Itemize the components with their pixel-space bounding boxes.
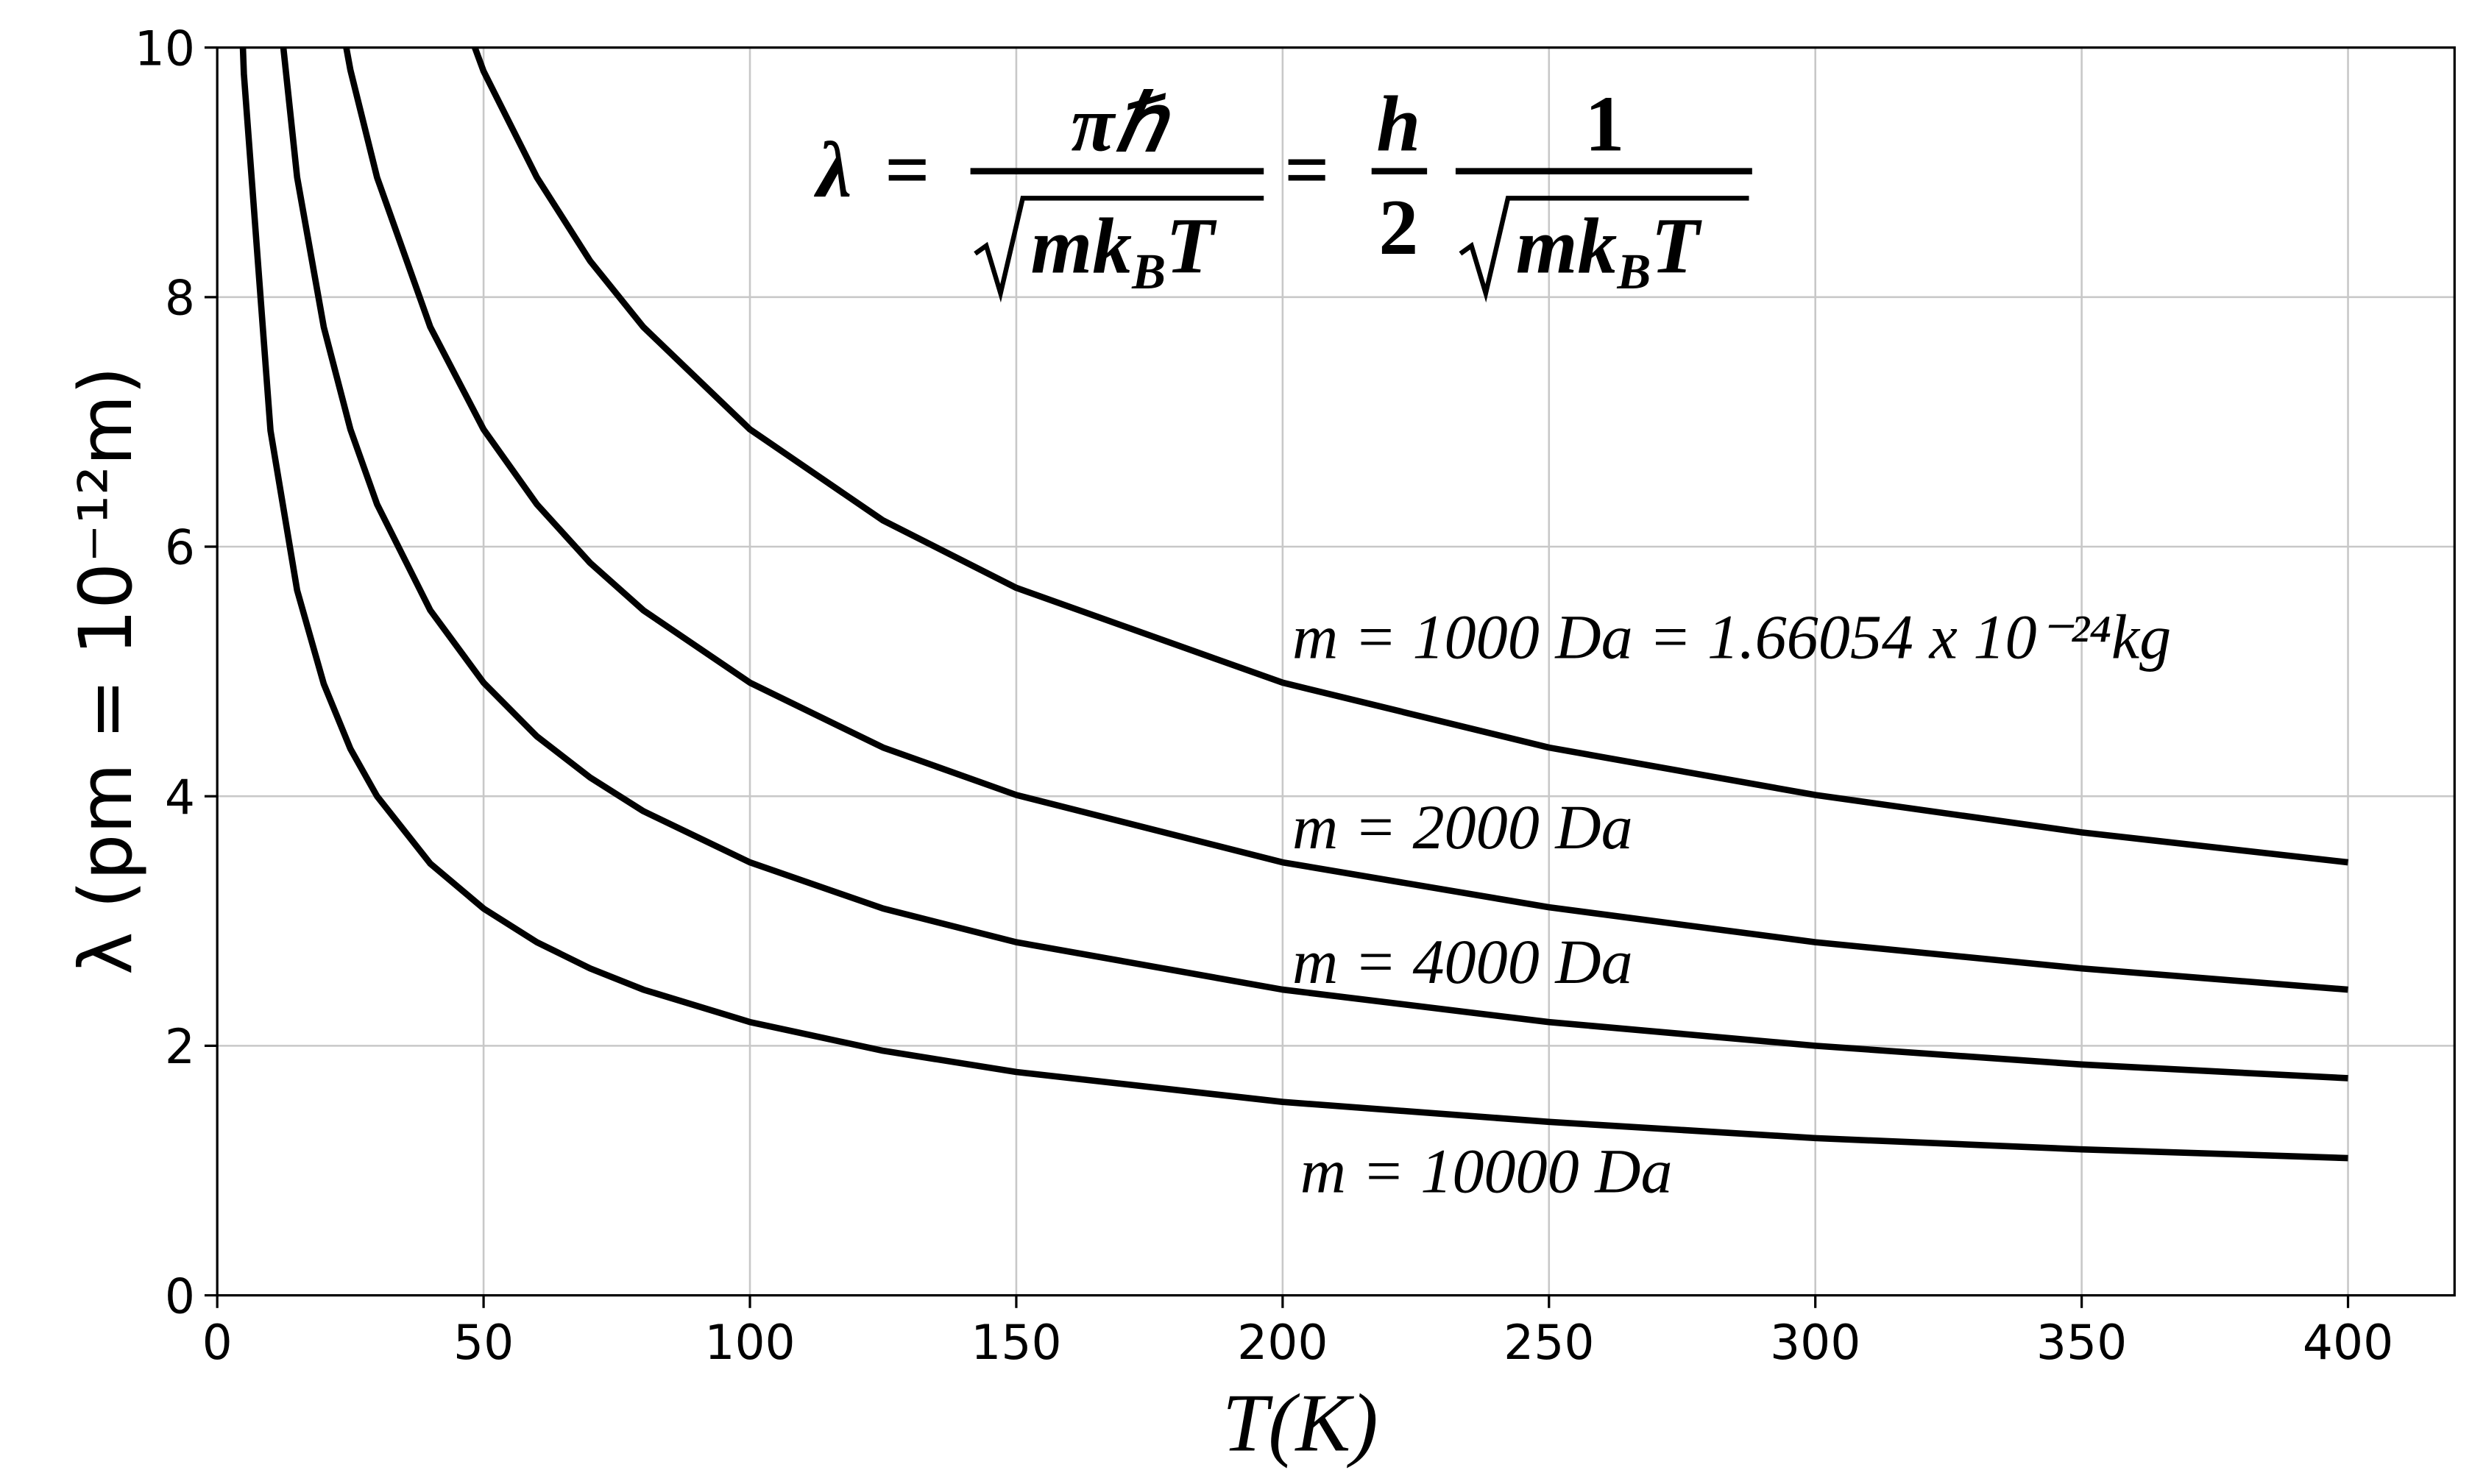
x-tick-label: 0 [202,1316,233,1371]
x-axis-label: T(K) [1222,1378,1378,1469]
x-tick-label: 400 [2303,1316,2393,1371]
y-tick-label: 0 [165,1269,195,1324]
formula-denominator: 2 [1378,184,1418,271]
y-tick-label: 10 [135,21,195,77]
formula-equals: = [885,127,929,214]
formula-numerator: h [1376,81,1420,168]
x-tick-label: 100 [704,1316,795,1371]
line-series [239,47,2348,1162]
y-tick-label: 4 [165,770,195,826]
line-series [471,47,2349,866]
plot-area [239,47,2349,1162]
den-part: T [1166,203,1217,291]
line-series [343,47,2348,993]
x-tick-label: 250 [1504,1316,1594,1371]
radical [974,196,1264,303]
x-tick-label: 200 [1237,1316,1328,1371]
den-subscript: B [1131,244,1166,299]
formula-equals: = [1284,127,1329,214]
x-tick-label: 150 [971,1316,1061,1371]
den-part: T [1651,203,1702,291]
series-label: m = 4000 Da [1292,926,1633,997]
formula-denominator: mkBT [1030,203,1217,300]
den-subscript: B [1616,244,1651,299]
formula-denominator: mkBT [1516,203,1703,300]
formula: λ = πℏ mkBT = h 2 1 mkBT [814,81,1752,303]
y-tick-label: 6 [165,521,195,576]
line-series [280,47,2348,1082]
y-tick-label: 8 [165,271,195,327]
x-tick-label: 350 [2036,1316,2127,1371]
x-tick-label: 300 [1770,1316,1860,1371]
series-label: m = 2000 Da [1292,792,1633,862]
series-label: m = 10000 Da [1300,1135,1673,1206]
den-part: mk [1516,203,1618,291]
formula-numerator: 1 [1585,81,1625,168]
x-tick-label: 50 [453,1316,514,1371]
plot-frame [216,46,2456,1297]
series-label: m = 1000 Da = 1.66054 x 10⁻²⁴kg [1292,601,2171,672]
y-axis-label: λ (pm = 10⁻¹²m) [64,366,149,976]
formula-lambda: λ [814,127,852,214]
radical [1459,196,1749,303]
den-part: mk [1030,203,1132,291]
y-tick-label: 2 [165,1020,195,1075]
formula-numerator: πℏ [1071,81,1172,168]
